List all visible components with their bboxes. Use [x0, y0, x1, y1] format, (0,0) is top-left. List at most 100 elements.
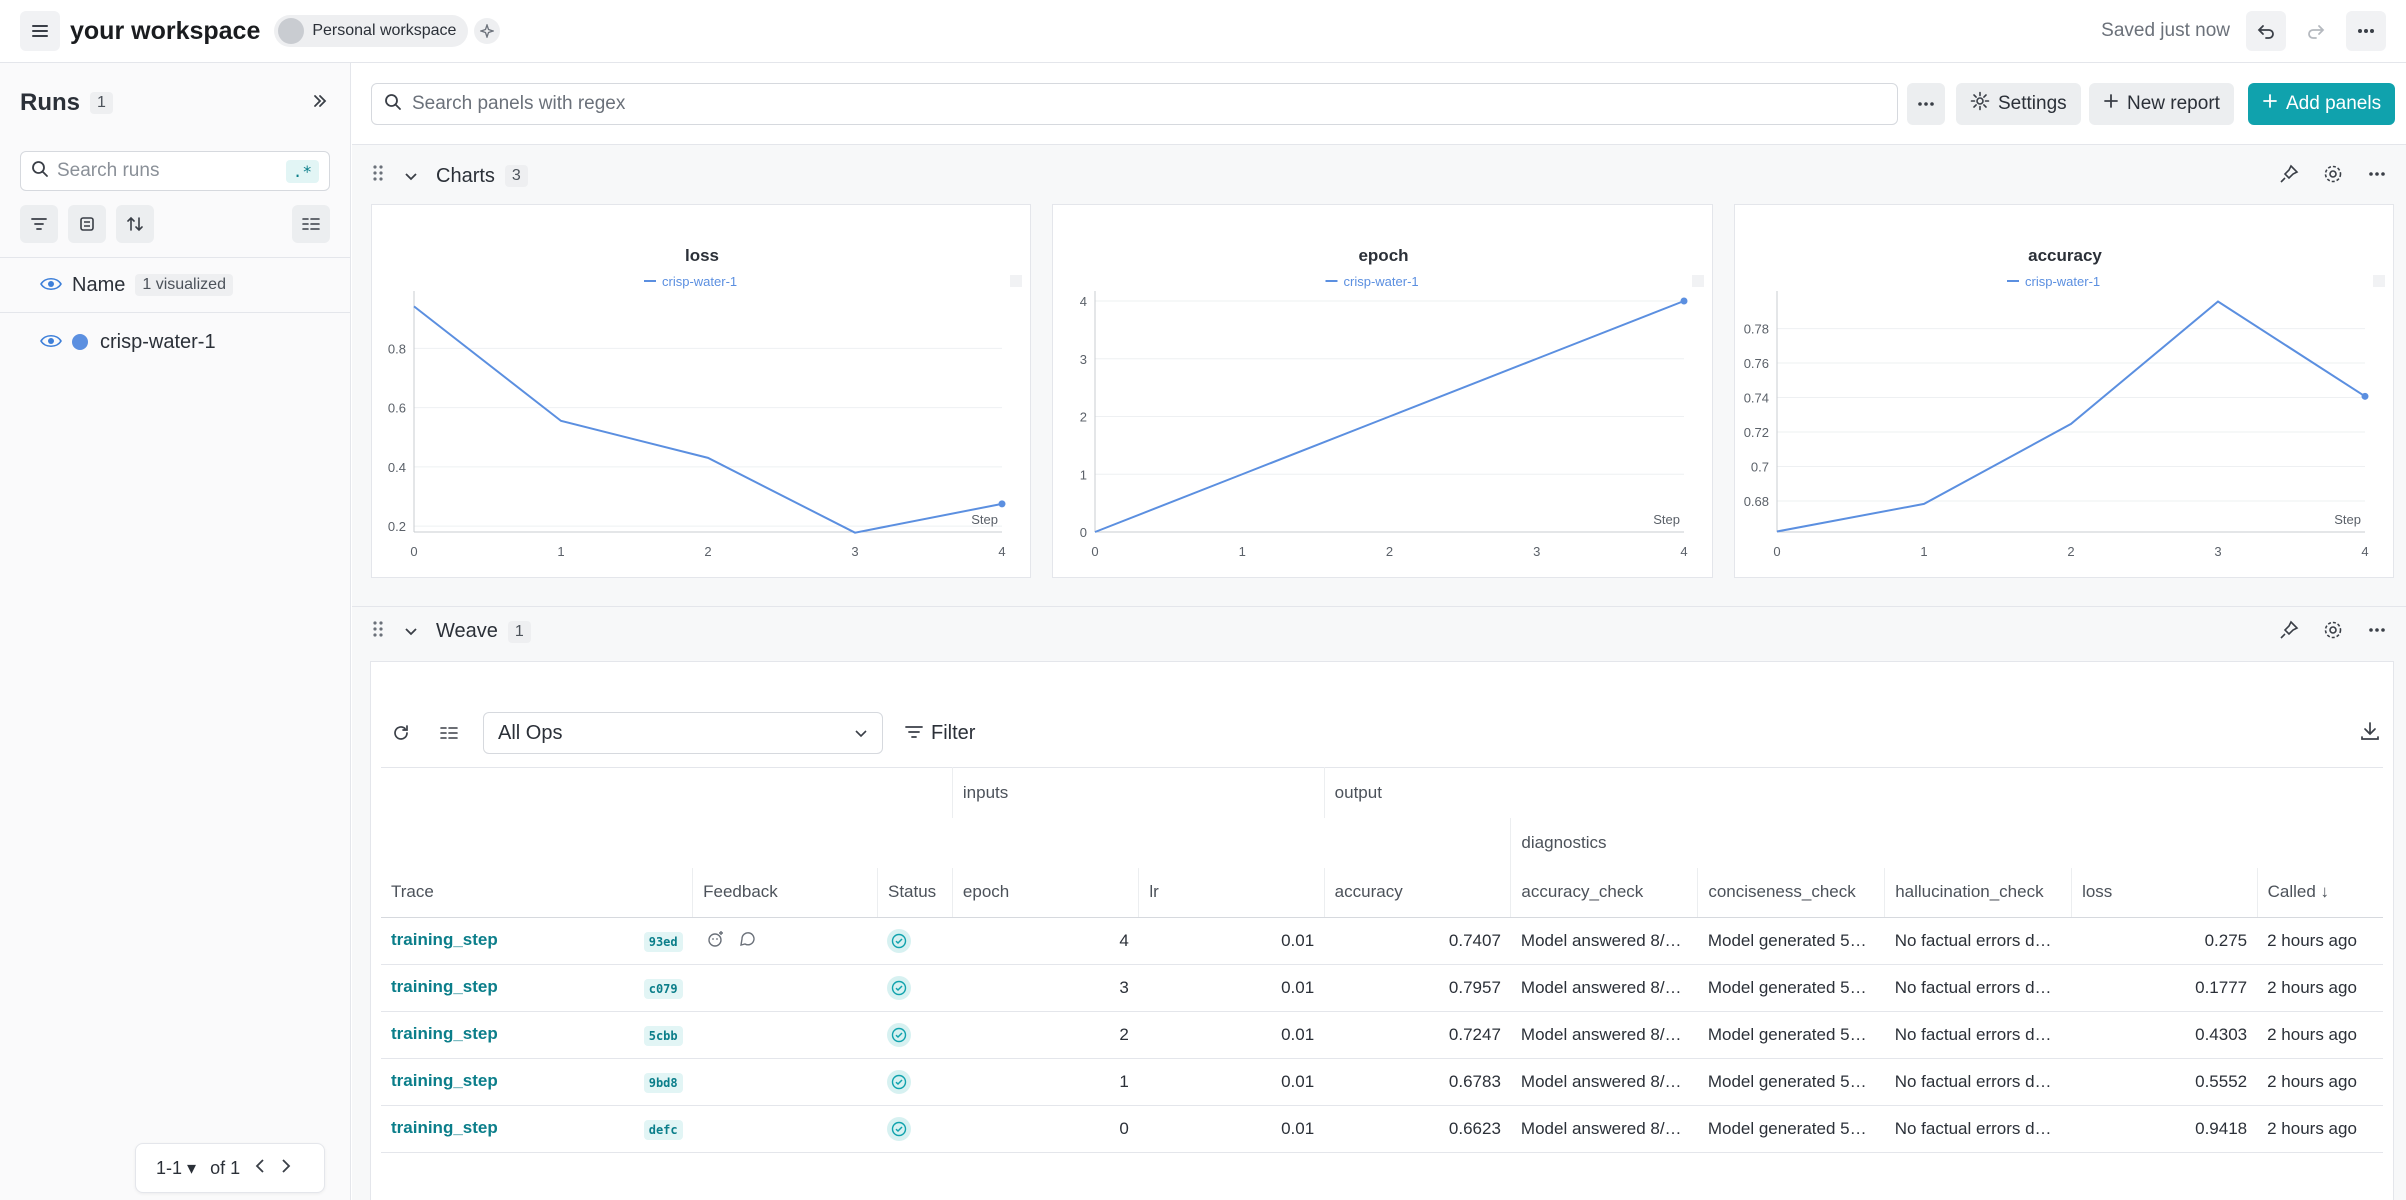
panel-menu-icon[interactable]: [2373, 275, 2385, 287]
search-panels-input[interactable]: Search panels with regex: [371, 83, 1898, 125]
columns-icon[interactable]: [292, 205, 330, 243]
run-name[interactable]: crisp-water-1: [100, 330, 216, 353]
gear-icon[interactable]: [2318, 615, 2348, 651]
pin-icon[interactable]: [2274, 615, 2304, 651]
x-tick-label: 3: [2214, 544, 2221, 559]
feedback-cell[interactable]: [692, 1011, 878, 1059]
table-row[interactable]: training_step 9bd8 1 0.01 0.6783 Model answer…: [381, 1058, 2383, 1106]
refresh-icon[interactable]: [381, 723, 421, 743]
trace-cell[interactable]: training_step 9bd8: [381, 1058, 693, 1106]
download-icon[interactable]: [2359, 720, 2381, 747]
feedback-cell[interactable]: [692, 1105, 878, 1153]
col-status[interactable]: Status: [876, 867, 953, 918]
settings-button[interactable]: Settings: [1956, 83, 2081, 125]
trace-id-tag[interactable]: 5cbb: [643, 1026, 683, 1046]
table-row[interactable]: training_step 5cbb 2 0.01 0.7247 Model answer…: [381, 1011, 2383, 1059]
table-row[interactable]: training_step 93ed 4 0.01 0.7407 Model answer…: [381, 917, 2383, 965]
chevron-left-icon[interactable]: [254, 1158, 266, 1179]
pin-icon[interactable]: [2274, 159, 2304, 195]
col-loss[interactable]: loss: [2071, 867, 2258, 918]
weave-section-header[interactable]: Weave 1: [352, 606, 2406, 656]
sort-icon[interactable]: [116, 205, 154, 243]
table-row[interactable]: training_step c079 3 0.01 0.7957 Model answer…: [381, 964, 2383, 1012]
columns-icon[interactable]: [429, 726, 469, 740]
more-options-icon[interactable]: [2362, 615, 2392, 651]
trace-id-tag[interactable]: defc: [643, 1120, 683, 1140]
filter-button[interactable]: Filter: [905, 722, 975, 745]
comment-icon[interactable]: [739, 930, 757, 953]
x-tick-label: 0: [1091, 544, 1098, 559]
sparkle-icon[interactable]: [474, 18, 501, 44]
panel-menu-icon[interactable]: [1692, 275, 1704, 287]
accuracy-check-cell: Model answered 8/…: [1510, 1011, 1698, 1059]
table-row[interactable]: training_step defc 0 0.01 0.6623 Model answer…: [381, 1105, 2383, 1153]
chart-panel-loss[interactable]: loss crisp-water-1 0.2 0.4 0.6 0.8 0 1 2 3 4 Step: [371, 204, 1031, 578]
ops-select[interactable]: All Ops: [483, 712, 883, 754]
trace-cell[interactable]: training_step 5cbb: [381, 1011, 693, 1059]
col-conciseness-check[interactable]: conciseness_check: [1697, 867, 1885, 918]
op-name-link[interactable]: training_step: [391, 1071, 498, 1090]
name-header-label: Name: [72, 273, 126, 296]
hallucination-check-cell: No factual errors d…: [1884, 1105, 2072, 1153]
chevron-right-icon[interactable]: [280, 1158, 292, 1179]
success-check-icon: [887, 1069, 912, 1094]
col-epoch[interactable]: epoch: [951, 867, 1139, 918]
op-name-link[interactable]: training_step: [391, 977, 498, 996]
col-hallucination-check[interactable]: hallucination_check: [1884, 867, 2072, 918]
loss-chart: loss crisp-water-1 0.2 0.4 0.6 0.8 0 1 2 3 4 Step: [388, 246, 1022, 559]
eye-icon[interactable]: [40, 274, 62, 297]
trace-id-tag[interactable]: c079: [643, 979, 683, 999]
col-accuracy[interactable]: accuracy: [1323, 867, 1511, 918]
new-report-button[interactable]: New report: [2089, 83, 2234, 125]
regex-toggle[interactable]: .*: [285, 159, 319, 183]
more-options-icon[interactable]: [1907, 83, 1945, 125]
add-reaction-icon[interactable]: [707, 930, 725, 953]
chevron-down-icon[interactable]: [404, 620, 418, 643]
op-name-link[interactable]: training_step: [391, 930, 498, 949]
col-called[interactable]: Called ↓: [2256, 867, 2383, 918]
name-column-header[interactable]: Name 1 visualized: [0, 257, 350, 313]
eye-icon[interactable]: [40, 331, 62, 354]
feedback-cell[interactable]: [692, 964, 878, 1012]
more-options-icon[interactable]: [2346, 11, 2386, 51]
drag-handle-icon[interactable]: [372, 164, 384, 188]
x-tick-label: 0: [410, 544, 417, 559]
op-name-link[interactable]: training_step: [391, 1024, 498, 1043]
col-lr[interactable]: lr: [1138, 867, 1325, 918]
run-color-dot[interactable]: [72, 334, 88, 350]
chevron-down-icon[interactable]: [404, 165, 418, 188]
gear-icon[interactable]: [2318, 159, 2348, 195]
chart-panel-epoch[interactable]: epoch crisp-water-1 0 1 2 3 4 0 1 2 3 4 Step: [1052, 204, 1713, 578]
col-trace[interactable]: Trace: [381, 867, 693, 918]
group-icon[interactable]: [68, 205, 106, 243]
redo-icon[interactable]: [2296, 11, 2336, 51]
plus-icon: [2262, 93, 2278, 115]
trace-cell[interactable]: training_step defc: [381, 1105, 693, 1153]
personal-workspace-badge[interactable]: Personal workspace: [274, 15, 469, 47]
collapse-sidebar-icon[interactable]: [310, 91, 330, 116]
op-name-link[interactable]: training_step: [391, 1118, 498, 1137]
chart-panel-accuracy[interactable]: accuracy crisp-water-1 0.68 0.7 0.72 0.74 0.76…: [1734, 204, 2394, 578]
trace-cell[interactable]: training_step c079: [381, 964, 693, 1012]
trace-cell[interactable]: training_step 93ed: [381, 917, 693, 965]
page-range-select[interactable]: 1-1 ▾: [156, 1157, 197, 1178]
trace-id-tag[interactable]: 93ed: [643, 932, 683, 952]
epoch-cell: 1: [952, 1058, 1139, 1106]
drag-handle-icon[interactable]: [372, 620, 384, 644]
search-runs-input[interactable]: Search runs .*: [20, 151, 330, 191]
trace-id-tag[interactable]: 9bd8: [643, 1073, 683, 1093]
menu-icon[interactable]: [20, 11, 60, 51]
more-options-icon[interactable]: [2362, 159, 2392, 195]
add-panels-button[interactable]: Add panels: [2248, 83, 2396, 125]
feedback-cell[interactable]: [692, 1058, 878, 1106]
charts-section-header[interactable]: Charts 3: [352, 151, 2406, 201]
undo-icon[interactable]: [2246, 11, 2286, 51]
col-accuracy-check[interactable]: accuracy_check: [1510, 867, 1698, 918]
filter-icon[interactable]: [20, 205, 58, 243]
panel-menu-icon[interactable]: [1010, 275, 1022, 287]
charts-count-badge: 3: [504, 165, 528, 187]
feedback-cell[interactable]: [692, 917, 878, 965]
y-tick-label: 0.7: [1751, 459, 1769, 474]
col-feedback[interactable]: Feedback: [692, 867, 878, 918]
run-row[interactable]: crisp-water-1: [0, 313, 350, 371]
